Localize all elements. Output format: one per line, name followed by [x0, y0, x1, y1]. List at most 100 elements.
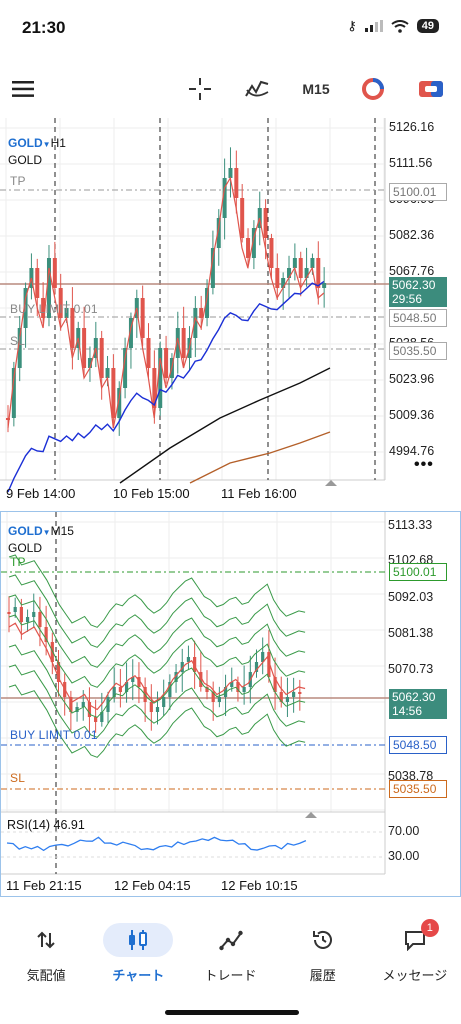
chart-style-icon[interactable]	[360, 76, 386, 102]
m15-candle	[75, 707, 79, 712]
m15-candle	[193, 657, 197, 672]
m15-buy-limit-label: BUY LIMIT 0.01	[10, 728, 98, 742]
h1-candle	[46, 258, 51, 318]
m15-symbol[interactable]: GOLD▼M15	[8, 524, 74, 538]
m15-candle	[69, 697, 73, 712]
h1-candle	[41, 298, 46, 318]
h1-sl-price-box: 5035.50	[389, 342, 447, 360]
m15-price-label: 5081.38	[388, 626, 434, 640]
m15-candle	[94, 717, 98, 722]
h1-chart-canvas[interactable]	[0, 118, 461, 504]
m15-candle	[137, 677, 141, 687]
h1-ma-300	[189, 431, 331, 484]
nav-trade[interactable]: トレード	[184, 915, 276, 995]
h1-candle	[275, 268, 280, 288]
h1-candle	[117, 388, 122, 418]
h1-tp-label: TP	[10, 174, 26, 188]
h1-price-label: 5082.36	[389, 228, 435, 242]
m15-candle	[230, 682, 234, 687]
m15-current-price-box: 5062.30 14:56	[389, 689, 447, 719]
h1-ma-200	[119, 367, 331, 484]
history-icon	[288, 923, 358, 957]
h1-candle	[310, 258, 315, 268]
m15-candle	[44, 627, 48, 642]
envelope-band	[8, 664, 306, 738]
crosshair-icon[interactable]	[187, 76, 213, 102]
m15-time-label: 11 Feb 21:15	[6, 878, 82, 893]
m15-candle	[199, 672, 203, 687]
nav-label: チャート	[112, 968, 165, 983]
scroll-marker	[305, 812, 317, 818]
rsi-line	[6, 836, 307, 852]
h1-chart[interactable]: GOLD▼H1 GOLD TP BUY LIMIT 0.01 SL 5126.1…	[0, 118, 461, 504]
m15-chart[interactable]: GOLD▼M15 GOLD TP BUY LIMIT 0.01 SL 5113.…	[0, 511, 461, 897]
more-options-icon[interactable]: •••	[414, 456, 434, 473]
m15-candle	[242, 687, 246, 692]
m15-candle	[217, 697, 221, 702]
h1-candle	[210, 248, 215, 288]
h1-candle	[17, 328, 22, 368]
h1-candle	[146, 338, 151, 368]
nav-history[interactable]: 履歴	[277, 915, 369, 995]
h1-candle	[23, 288, 28, 328]
home-indicator[interactable]	[165, 1010, 299, 1015]
m15-sl-price-box: 5035.50	[389, 780, 447, 798]
m15-candle	[211, 692, 215, 702]
status-icons: ⚷ 49	[347, 18, 439, 34]
h1-candle	[35, 268, 40, 298]
symbol-dropdown-icon[interactable]: ▼	[42, 528, 51, 537]
h1-tp-price-box: 5100.01	[389, 183, 447, 201]
h1-candle	[123, 348, 128, 388]
h1-candle	[228, 168, 233, 178]
timeframe-button[interactable]: M15	[302, 81, 330, 97]
m15-tp-price-box: 5100.01	[389, 563, 447, 581]
m15-current-price: 5062.30	[392, 690, 436, 704]
menu-icon[interactable]	[10, 76, 36, 102]
m15-chart-canvas[interactable]	[1, 512, 459, 895]
m15-price-label: 5113.33	[388, 518, 433, 532]
one-click-trading-icon[interactable]	[418, 76, 444, 102]
symbol-dropdown-icon[interactable]: ▼	[42, 140, 51, 149]
h1-buy-limit-price-box: 5048.50	[389, 309, 447, 327]
m15-candle	[56, 662, 61, 682]
h1-time-label: 9 Feb 14:00	[6, 486, 76, 501]
envelope-band	[8, 614, 306, 688]
messages-icon	[380, 923, 450, 957]
h1-candle	[128, 318, 133, 348]
h1-symbol[interactable]: GOLD▼H1	[8, 136, 66, 150]
nav-quotes[interactable]: 気配値	[0, 915, 92, 995]
quotes-icon	[11, 923, 81, 957]
nav-messages[interactable]: 1 メッセージ	[369, 915, 461, 995]
bottom-navigation: 気配値 チャート トレード 履歴 1 メッセージ	[0, 915, 461, 995]
m15-candle	[292, 692, 296, 697]
key-icon: ⚷	[347, 18, 357, 33]
m15-tp-label: TP	[10, 555, 26, 569]
envelope-band	[8, 684, 306, 758]
h1-candle	[70, 308, 75, 348]
rsi-level-label: 30.00	[388, 849, 420, 863]
h1-candle	[199, 308, 204, 318]
m15-candle	[273, 677, 277, 692]
h1-slow-ma	[7, 280, 325, 493]
h1-candle	[6, 418, 10, 420]
h1-price-label: 5023.96	[389, 372, 435, 386]
nav-label: 気配値	[26, 968, 66, 983]
h1-current-price-box: 5062.30 29:56	[389, 277, 447, 307]
symbol-timeframe: M15	[50, 524, 74, 538]
h1-sl-label: SL	[10, 334, 26, 348]
nav-label: トレード	[204, 968, 257, 983]
h1-symbol-description: GOLD	[8, 153, 43, 167]
rsi-level-label: 70.00	[388, 824, 420, 838]
h1-time-label: 11 Feb 16:00	[221, 486, 297, 501]
nav-chart[interactable]: チャート	[92, 915, 184, 995]
m15-candle	[124, 682, 129, 692]
h1-candle	[99, 338, 104, 378]
h1-candle	[52, 258, 57, 288]
h1-candle	[11, 368, 16, 418]
unread-badge: 1	[420, 919, 439, 937]
m15-candle	[131, 677, 135, 682]
indicators-icon[interactable]	[244, 76, 270, 102]
m15-candle	[267, 652, 271, 677]
symbol-name: GOLD	[8, 136, 43, 150]
h1-buy-limit-label: BUY LIMIT 0.01	[10, 302, 98, 316]
